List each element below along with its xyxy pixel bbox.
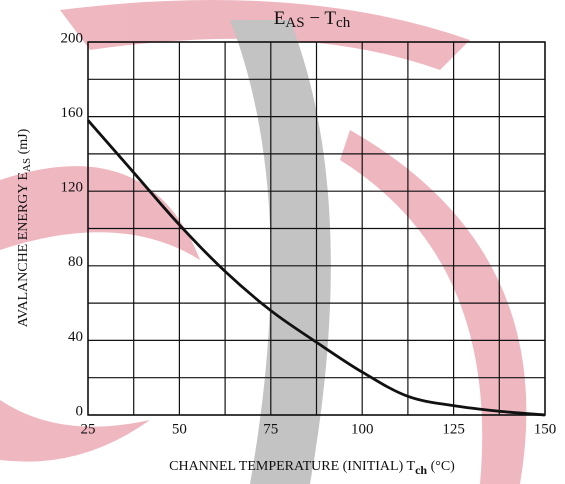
x-tick-label: 75	[263, 421, 278, 437]
y-tick-label: 0	[76, 403, 84, 419]
x-tick-label: 150	[534, 421, 557, 437]
y-tick-label: 120	[61, 180, 84, 196]
label-part: CHANNEL TEMPERATURE (INITIAL) T	[169, 459, 415, 474]
y-tick-label: 80	[68, 254, 83, 270]
x-tick-label: 125	[442, 421, 465, 437]
label-part: AVALANCHE ENERGY E	[16, 172, 31, 327]
y-tick-label: 160	[61, 105, 84, 121]
title-part: E	[274, 8, 286, 29]
data-line	[86, 119, 546, 417]
y-axis-label: AVALANCHE ENERGY EAS (mJ)	[16, 128, 32, 327]
title-part: AS	[285, 15, 304, 31]
title-part: ch	[336, 15, 351, 31]
y-tick-label: 40	[68, 329, 83, 345]
watermark	[0, 0, 527, 484]
title-part: − T	[305, 8, 337, 29]
label-part: (°C)	[427, 459, 455, 474]
x-tick-label: 100	[351, 421, 374, 437]
plot-frame	[87, 41, 546, 416]
x-tick-label: 25	[81, 421, 96, 437]
label-part: AS	[21, 158, 33, 172]
x-axis-label: CHANNEL TEMPERATURE (INITIAL) Tch (°C)	[169, 459, 455, 477]
y-tick-label: 200	[61, 30, 84, 46]
chart-title: EAS − Tch	[274, 8, 351, 31]
x-tick-label: 50	[172, 421, 187, 437]
label-part: (mJ)	[16, 128, 31, 158]
label-part: ch	[415, 463, 427, 477]
